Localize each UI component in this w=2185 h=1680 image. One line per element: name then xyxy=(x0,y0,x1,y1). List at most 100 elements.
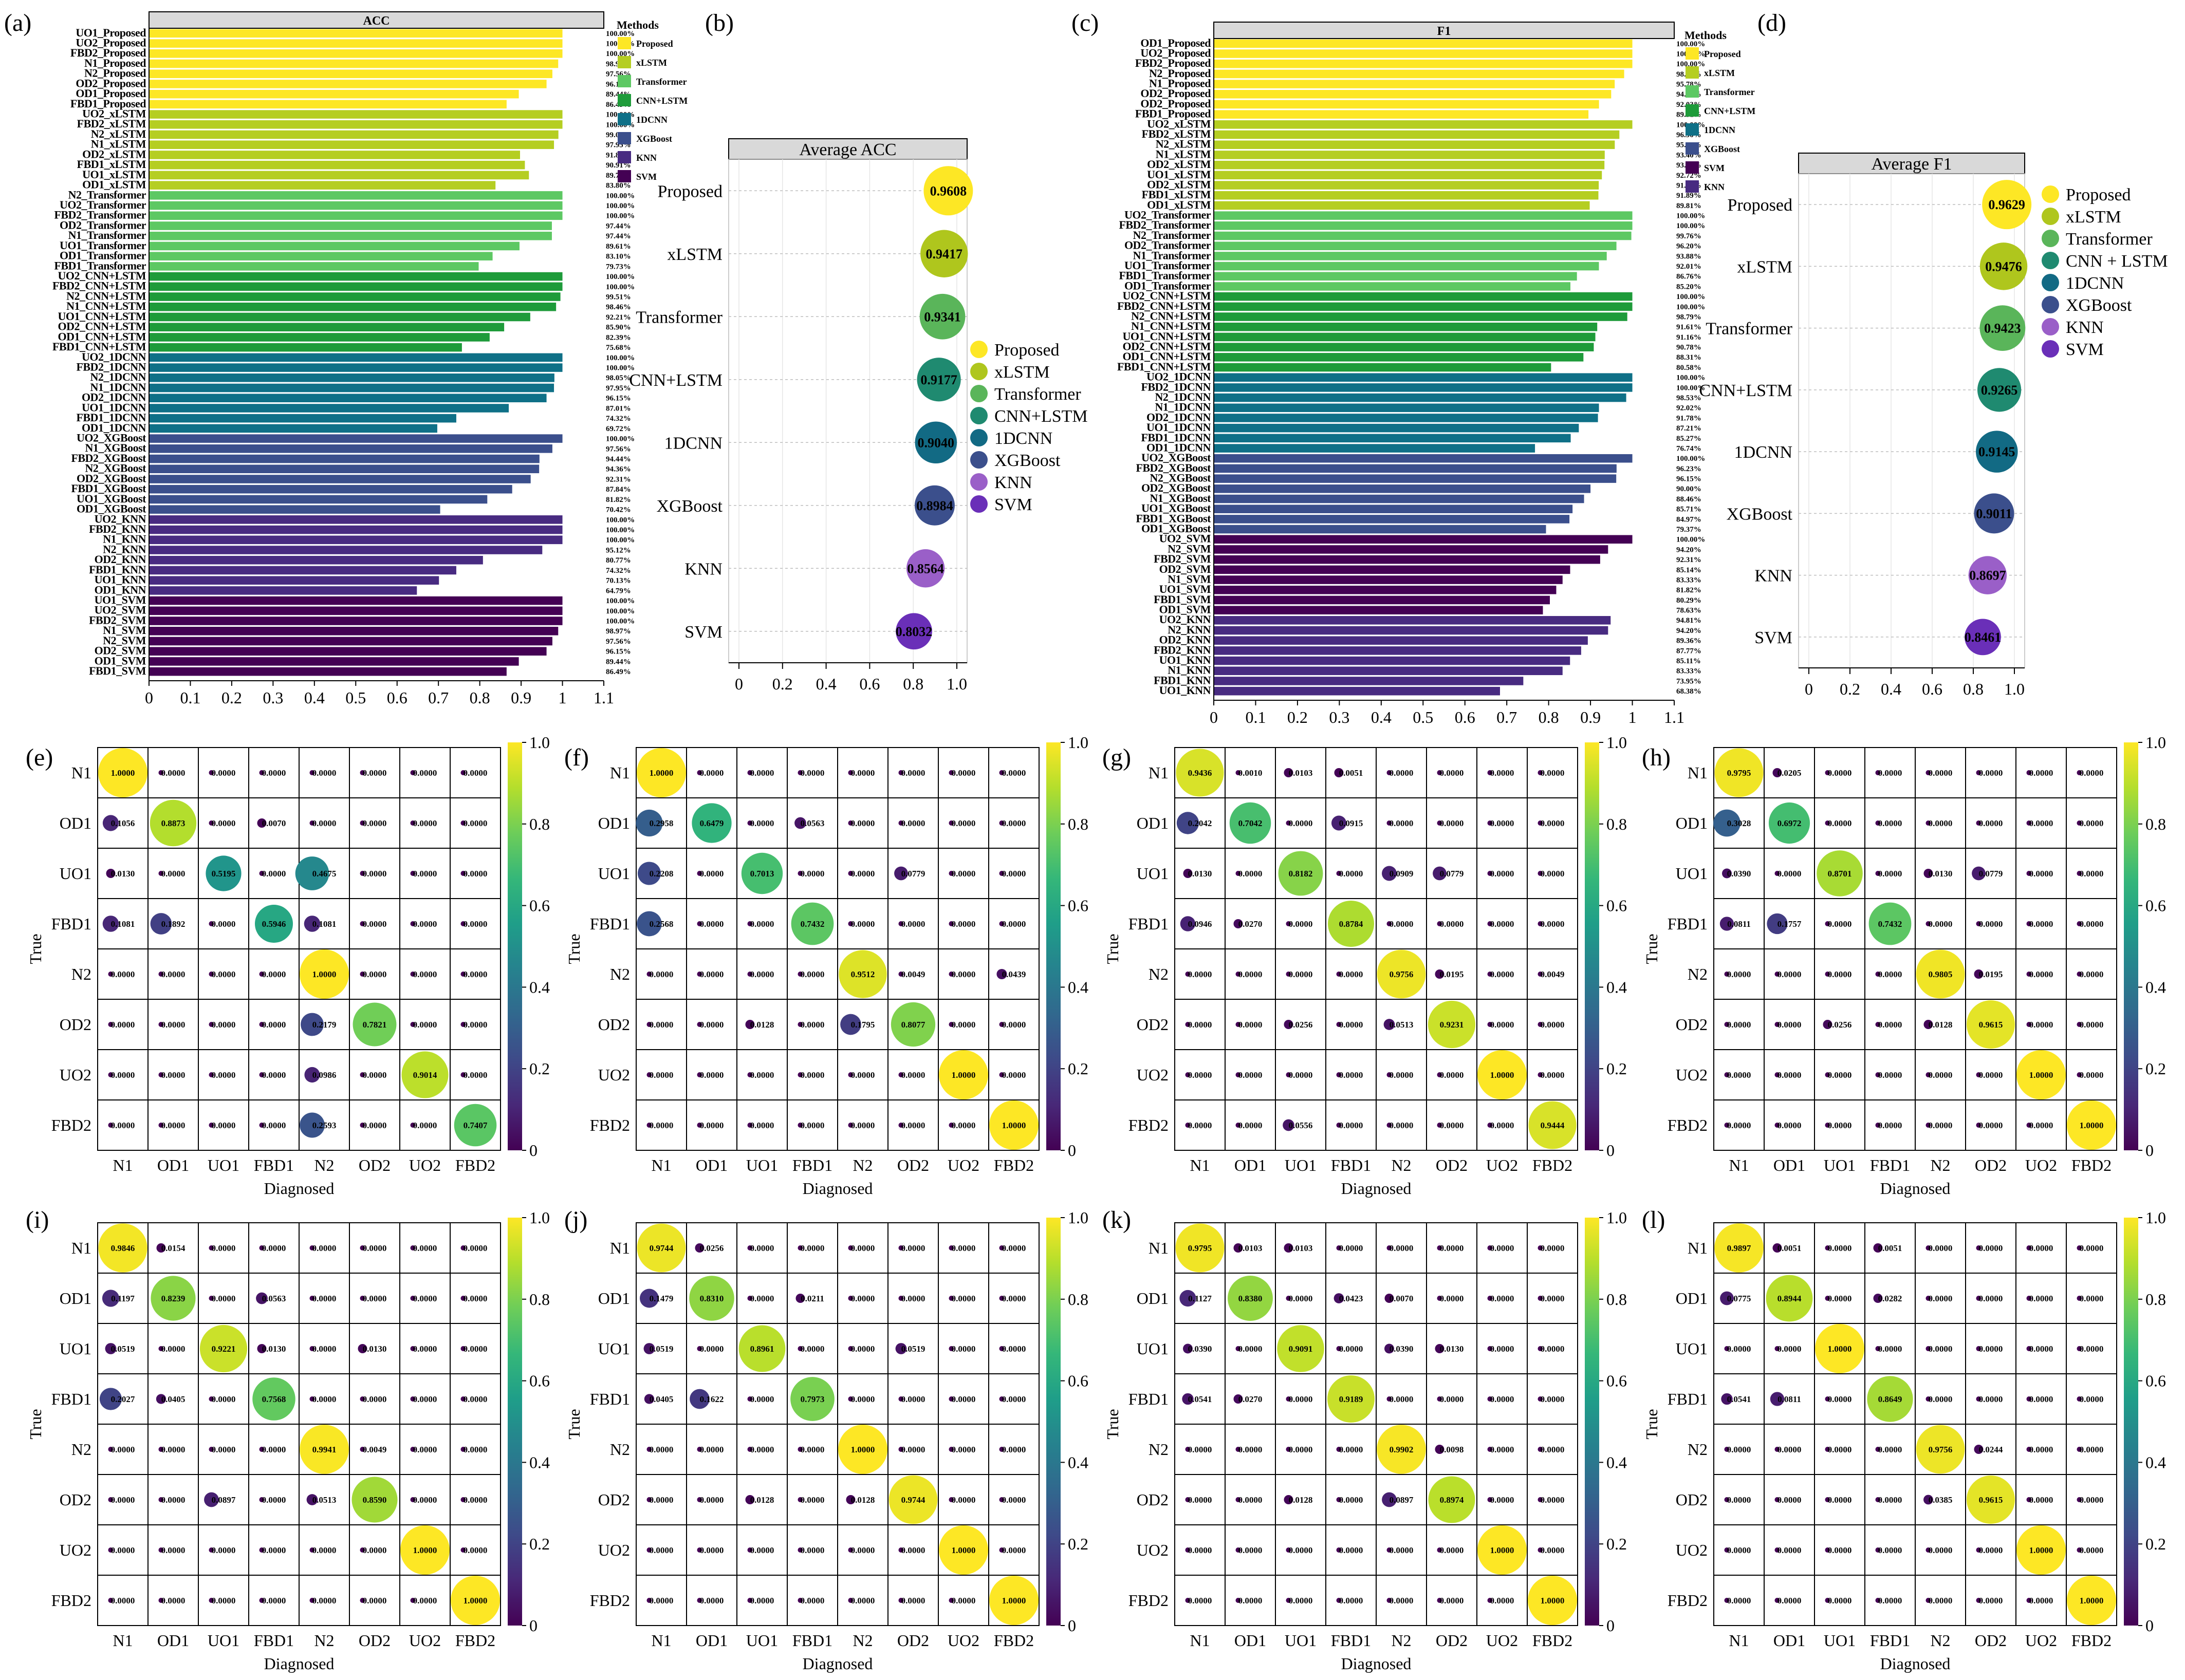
matrix-bubble xyxy=(1235,1072,1241,1077)
matrix-cell xyxy=(1476,747,1528,798)
matrix-bubble xyxy=(898,1396,904,1402)
legend-swatch xyxy=(618,94,631,106)
cell-value: 0.0000 xyxy=(262,1596,286,1606)
matrix-cell xyxy=(450,1524,501,1576)
bar-value-label: 80.77% xyxy=(606,556,631,565)
matrix-bubble xyxy=(150,799,197,847)
panel-label: (g) xyxy=(1102,744,1131,771)
bar xyxy=(1214,59,1633,68)
matrix-cell xyxy=(887,1099,939,1151)
matrix-cell xyxy=(1476,1099,1528,1151)
legend-label: XGBoost xyxy=(2066,296,2132,315)
legend-marker xyxy=(2042,230,2059,247)
matrix-bubble xyxy=(158,1598,164,1603)
data-point xyxy=(917,358,961,402)
matrix-cell xyxy=(349,797,400,849)
cell-value: 0.0000 xyxy=(464,768,488,778)
cell-value: 0.9512 xyxy=(851,969,875,979)
row-label: OD2 xyxy=(1137,1490,1169,1509)
x-axis-title: Diagnosed xyxy=(264,1654,335,1673)
cell-value: 0.0000 xyxy=(212,1020,236,1030)
legend-swatch xyxy=(618,56,631,68)
x-axis-title: Diagnosed xyxy=(1880,1179,1951,1198)
cell-value: 0.0000 xyxy=(1878,1495,1902,1505)
matrix-bubble xyxy=(158,770,164,775)
bar xyxy=(149,515,563,524)
chart-title: Average ACC xyxy=(799,140,896,159)
cell-value: 0.8961 xyxy=(750,1344,774,1354)
data-point xyxy=(1976,431,2018,473)
bar xyxy=(149,525,563,534)
matrix-cell xyxy=(198,747,249,798)
x-tick-label: 0.6 xyxy=(1455,708,1475,726)
cell-value: 0.0000 xyxy=(851,1294,875,1303)
cell-value: 0.0000 xyxy=(312,1344,337,1354)
cell-value: 0.0513 xyxy=(312,1495,337,1505)
matrix-bubble xyxy=(1377,949,1426,999)
cell-value: 0.0000 xyxy=(262,1243,286,1253)
cell-value: 0.0000 xyxy=(801,1243,825,1253)
bar-value-label: 100.00% xyxy=(606,354,635,362)
matrix-bubble xyxy=(410,921,416,926)
bar xyxy=(149,292,561,301)
matrix-cell xyxy=(686,848,737,899)
cell-value: 0.9805 xyxy=(1929,969,1953,979)
matrix-bubble xyxy=(295,856,329,890)
matrix-cell xyxy=(198,797,249,849)
legend-marker xyxy=(2042,208,2059,225)
col-label: N1 xyxy=(651,1156,671,1174)
matrix-bubble xyxy=(898,1296,904,1301)
matrix-cell xyxy=(1965,797,2016,849)
matrix-bubble xyxy=(747,770,753,775)
row-label: UO2 xyxy=(60,1541,91,1559)
matrix-bubble xyxy=(206,855,242,891)
cell-value: 0.0000 xyxy=(111,1545,135,1555)
bar xyxy=(149,505,440,514)
bar xyxy=(149,626,559,636)
cell-value: 0.7042 xyxy=(1238,818,1263,828)
col-label: OD1 xyxy=(157,1631,189,1650)
bar xyxy=(1214,363,1551,372)
legend-label: SVM xyxy=(1704,163,1725,173)
matrix-bubble xyxy=(158,972,164,977)
bar-label: N1_1DCNN xyxy=(90,381,146,394)
matrix-bubble xyxy=(697,1447,702,1452)
data-point xyxy=(919,293,966,340)
row-label: UO2 xyxy=(598,1541,630,1559)
matrix-bubble xyxy=(1538,820,1543,826)
matrix-bubble xyxy=(1235,871,1241,876)
cell-value: 0.0000 xyxy=(650,1495,674,1505)
matrix-bubble xyxy=(798,1497,803,1502)
legend-label: Transformer xyxy=(1704,87,1755,97)
matrix-bubble xyxy=(108,1447,114,1452)
cell-value: 0.7568 xyxy=(262,1394,286,1404)
x-tick-label: 1.1 xyxy=(1664,708,1684,726)
matrix-cell xyxy=(349,1049,400,1100)
matrix-bubble xyxy=(1437,820,1442,826)
row-label: N1 xyxy=(1149,763,1169,782)
matrix-bubble xyxy=(410,1497,416,1502)
bar xyxy=(1214,373,1633,382)
cell-value: 0.0000 xyxy=(1490,768,1514,778)
matrix-cell xyxy=(2015,898,2067,949)
bar xyxy=(1214,666,1563,676)
row-label: N1 xyxy=(1149,1239,1169,1257)
bar-label: FBD2_KNN xyxy=(1154,643,1211,656)
matrix-cell xyxy=(2066,999,2117,1050)
data-label: 0.9341 xyxy=(924,309,961,324)
cell-value: 0.0000 xyxy=(212,1070,236,1080)
matrix-bubble xyxy=(108,972,114,977)
bar xyxy=(1214,90,1612,99)
col-label: UO1 xyxy=(1285,1631,1317,1650)
cell-value: 0.0000 xyxy=(1979,1294,2003,1303)
matrix-bubble xyxy=(158,1022,164,1027)
cell-value: 0.0000 xyxy=(1339,1445,1363,1454)
row-label: N2 xyxy=(610,1440,630,1459)
data-point xyxy=(1974,493,2014,534)
bar-label: FBD2_Transformer xyxy=(1119,218,1211,231)
colorbar-tick-label: 0 xyxy=(1606,1616,1615,1635)
chart-title: Average F1 xyxy=(1871,155,1952,174)
cell-value: 0.0000 xyxy=(1541,1243,1565,1253)
bar-label: N1_CNN+LSTM xyxy=(66,300,146,312)
bar-label: OD1_Proposed xyxy=(1140,36,1211,49)
